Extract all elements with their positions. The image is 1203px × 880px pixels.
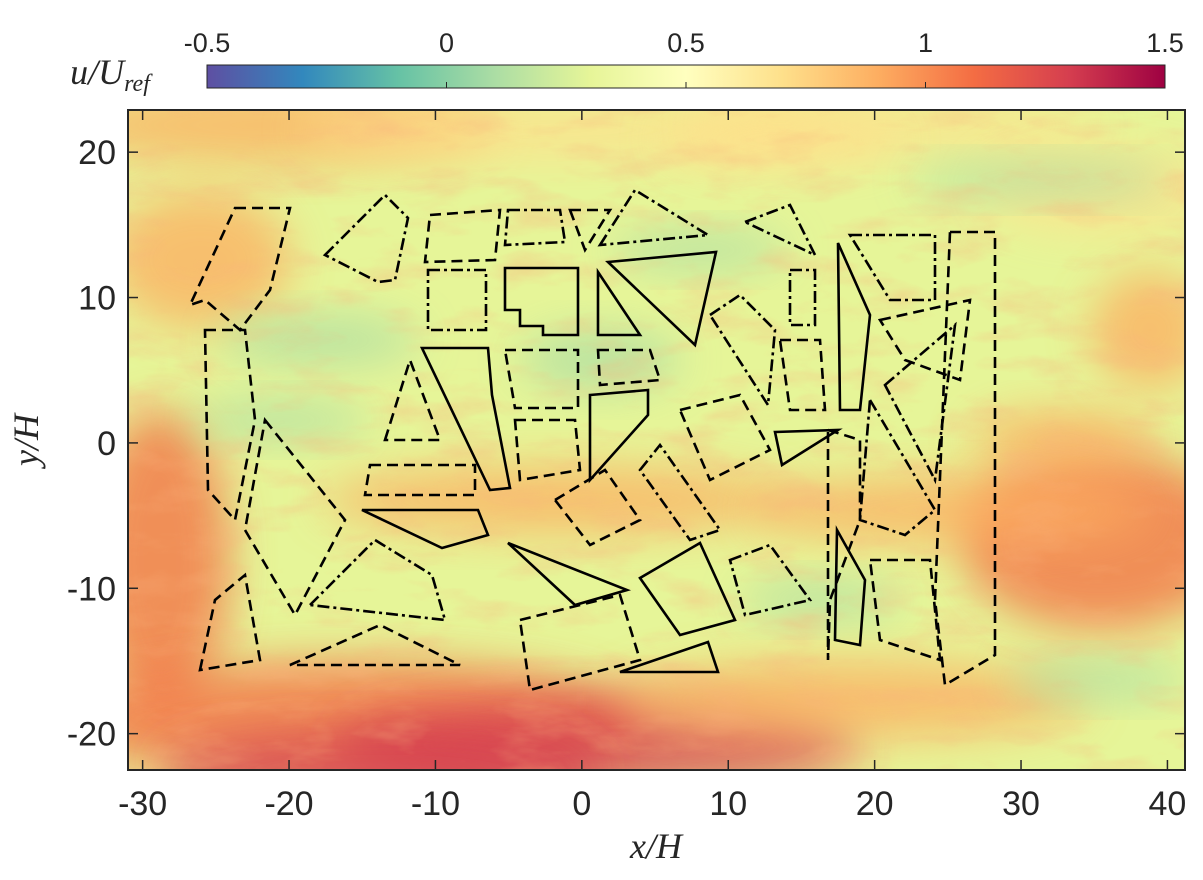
building-outline [597, 188, 712, 247]
building-outline [833, 525, 867, 647]
x-tick-label: 20 [856, 785, 894, 823]
building-outline [568, 208, 613, 253]
building-outline [363, 463, 477, 497]
colorbar-tick-label: -0.5 [184, 28, 231, 58]
building-outline [503, 208, 567, 247]
building-outline [383, 355, 442, 442]
building-outline [419, 346, 512, 492]
x-tick-label: 30 [1002, 785, 1040, 823]
y-tick-label: -10 [67, 570, 116, 608]
x-tick-label: -30 [118, 785, 167, 823]
building-outline [778, 338, 827, 412]
y-tick-label: 20 [78, 134, 116, 172]
building-outline [788, 268, 817, 327]
building-outline [503, 348, 580, 410]
building-outline [243, 416, 347, 618]
building-outline [638, 541, 737, 637]
colorbar-label: u/Uref [70, 52, 153, 96]
building-outline [198, 572, 262, 672]
building-outline [858, 395, 937, 537]
building-outline [513, 418, 582, 482]
building-outline [883, 321, 957, 485]
building-outline [507, 541, 632, 607]
building-outline [426, 268, 488, 332]
building-outline [868, 558, 942, 662]
x-tick-label: 10 [709, 785, 747, 823]
building-outline [361, 508, 490, 550]
building-outline [708, 293, 777, 409]
building-outline [728, 543, 813, 617]
building-outline [289, 623, 461, 667]
building-outline [877, 298, 972, 382]
x-tick-label: -10 [411, 785, 460, 823]
colorbar-tick-label: 1.5 [1146, 28, 1184, 58]
x-tick-label: 40 [1149, 785, 1187, 823]
building-outline [503, 266, 580, 337]
colorbar-tick-label: 0 [439, 28, 454, 58]
building-outline [596, 348, 662, 387]
colorbar-tick-label: 1 [918, 28, 933, 58]
building-outlines [187, 188, 997, 692]
y-tick-label: 10 [78, 280, 116, 318]
velocity-field [128, 110, 1185, 770]
colorbar-tick-label: 0.5 [667, 28, 705, 58]
x-axis-label: x/H [629, 826, 684, 866]
building-outline [423, 208, 502, 264]
y-axis-label: y/H [6, 412, 46, 469]
building-outline [773, 428, 843, 468]
building-outline [678, 393, 772, 482]
y-tick-label: -20 [67, 716, 116, 754]
building-outline [596, 267, 643, 337]
x-tick-label: 0 [572, 785, 591, 823]
building-outline [836, 242, 872, 412]
building-outline [847, 233, 937, 302]
building-outline [322, 193, 410, 284]
building-outline [553, 468, 642, 547]
y-tick-label: 0 [97, 425, 116, 463]
x-tick-label: -20 [264, 785, 313, 823]
building-outline [605, 250, 718, 348]
building-outline [741, 203, 818, 258]
building-outline [203, 328, 257, 523]
plot-frame [127, 109, 1186, 771]
building-outline [619, 640, 720, 674]
building-outline [826, 428, 862, 661]
building-outline [933, 230, 997, 688]
building-outline [518, 593, 642, 692]
building-outline [588, 388, 650, 484]
